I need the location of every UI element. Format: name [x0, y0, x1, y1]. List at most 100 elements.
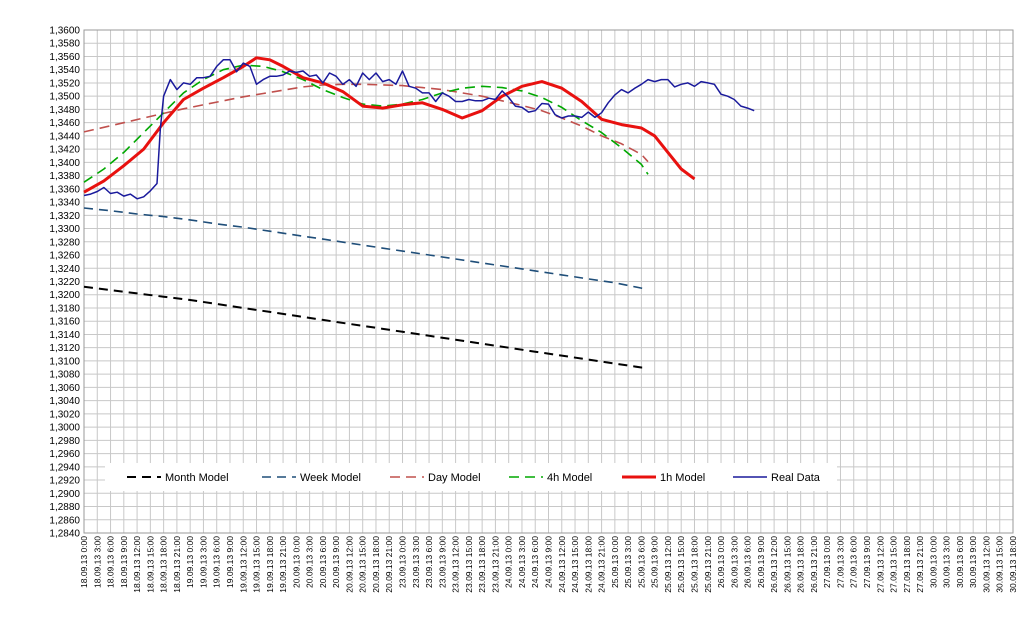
x-tick-label: 23.09.13 18:00	[477, 536, 487, 593]
y-tick-label: 1,3120	[49, 343, 80, 354]
y-tick-label: 1,3520	[49, 78, 80, 89]
x-tick-label: 30.09.13 12:00	[981, 536, 991, 593]
y-tick-label: 1,3220	[49, 277, 80, 288]
y-tick-label: 1,3580	[49, 39, 80, 50]
x-tick-label: 18.09.13 6:00	[106, 536, 116, 588]
x-tick-label: 30.09.13 18:00	[1008, 536, 1018, 593]
y-tick-label: 1,3060	[49, 383, 80, 394]
x-tick-label: 20.09.13 9:00	[331, 536, 341, 588]
y-tick-label: 1,3260	[49, 251, 80, 262]
x-tick-label: 19.09.13 3:00	[198, 536, 208, 588]
y-tick-label: 1,3560	[49, 52, 80, 63]
x-tick-label: 23.09.13 15:00	[464, 536, 474, 593]
x-tick-label: 18.09.13 18:00	[159, 536, 169, 593]
x-tick-label: 18.09.13 9:00	[119, 536, 129, 588]
y-tick-label: 1,2860	[49, 515, 80, 526]
y-tick-label: 1,2960	[49, 449, 80, 460]
x-tick-label: 27.09.13 15:00	[889, 536, 899, 593]
x-tick-label: 19.09.13 15:00	[252, 536, 262, 593]
legend-label: 1h Model	[660, 472, 705, 484]
x-tick-label: 30.09.13 0:00	[928, 536, 938, 588]
x-tick-label: 30.09.13 6:00	[955, 536, 965, 588]
x-tick-label: 26.09.13 18:00	[796, 536, 806, 593]
y-tick-label: 1,2840	[49, 529, 80, 540]
x-tick-label: 25.09.13 0:00	[610, 536, 620, 588]
x-tick-label: 19.09.13 6:00	[212, 536, 222, 588]
y-tick-label: 1,2900	[49, 489, 80, 500]
y-tick-label: 1,3240	[49, 264, 80, 275]
series-day-model	[83, 83, 649, 163]
x-tick-label: 26.09.13 3:00	[729, 536, 739, 588]
x-tick-label: 18.09.13 21:00	[172, 536, 182, 593]
y-tick-label: 1,3000	[49, 423, 80, 434]
x-tick-label: 18.09.13 0:00	[79, 536, 89, 588]
x-tick-label: 19.09.13 12:00	[238, 536, 248, 593]
x-tick-label: 27.09.13 3:00	[835, 536, 845, 588]
x-tick-label: 30.09.13 15:00	[995, 536, 1005, 593]
x-tick-label: 19.09.13 9:00	[225, 536, 235, 588]
x-tick-label: 23.09.13 9:00	[437, 536, 447, 588]
y-tick-label: 1,3440	[49, 131, 80, 142]
x-tick-label: 23.09.13 21:00	[490, 536, 500, 593]
y-tick-label: 1,3340	[49, 198, 80, 209]
x-tick-label: 20.09.13 0:00	[291, 536, 301, 588]
plot-area-border	[83, 29, 1014, 534]
legend-box	[105, 463, 837, 491]
series-layer	[83, 56, 755, 369]
y-tick-label: 1,3300	[49, 224, 80, 235]
x-tick-label: 30.09.13 9:00	[968, 536, 978, 588]
x-tick-label: 26.09.13 21:00	[809, 536, 819, 593]
legend: Month Model Week Model Day Model 4h Model 1h…	[105, 463, 837, 491]
x-tick-label: 18.09.13 12:00	[132, 536, 142, 593]
x-tick-label: 19.09.13 21:00	[278, 536, 288, 593]
y-tick-label: 1,3460	[49, 118, 80, 129]
y-tick-label: 1,2980	[49, 436, 80, 447]
legend-label: Week Model	[300, 472, 361, 484]
y-tick-label: 1,3600	[49, 26, 80, 37]
x-tick-label: 20.09.13 6:00	[318, 536, 328, 588]
y-tick-label: 1,2880	[49, 502, 80, 513]
series-1h-model	[83, 56, 696, 194]
x-tick-label: 18.09.13 3:00	[92, 536, 102, 588]
x-tick-label: 24.09.13 12:00	[557, 536, 567, 593]
x-tick-label: 25.09.13 9:00	[650, 536, 660, 588]
x-tick-label: 24.09.13 18:00	[583, 536, 593, 593]
horizontal-gridlines	[83, 29, 1014, 534]
y-tick-label: 1,3040	[49, 396, 80, 407]
x-tick-label: 23.09.13 3:00	[411, 536, 421, 588]
y-tick-label: 1,3360	[49, 184, 80, 195]
x-tick-label: 27.09.13 18:00	[902, 536, 912, 593]
y-tick-label: 1,3280	[49, 237, 80, 248]
x-tick-label: 27.09.13 0:00	[822, 536, 832, 588]
y-tick-label: 1,3400	[49, 158, 80, 169]
y-tick-label: 1,3420	[49, 145, 80, 156]
x-tick-label: 26.09.13 6:00	[743, 536, 753, 588]
x-tick-label: 25.09.13 12:00	[663, 536, 673, 593]
x-tick-label: 26.09.13 15:00	[782, 536, 792, 593]
y-tick-label: 1,3500	[49, 92, 80, 103]
x-tick-label: 27.09.13 21:00	[915, 536, 925, 593]
x-tick-label: 27.09.13 9:00	[862, 536, 872, 588]
legend-label: Real Data	[771, 472, 821, 484]
y-tick-label: 1,3100	[49, 356, 80, 367]
x-tick-label: 20.09.13 15:00	[358, 536, 368, 593]
x-tick-label: 25.09.13 15:00	[676, 536, 686, 593]
x-tick-label: 24.09.13 21:00	[597, 536, 607, 593]
x-tick-label: 24.09.13 0:00	[504, 536, 514, 588]
y-tick-label: 1,3020	[49, 409, 80, 420]
x-tick-label: 19.09.13 0:00	[185, 536, 195, 588]
x-tick-label: 23.09.13 0:00	[398, 536, 408, 588]
x-tick-label: 27.09.13 6:00	[849, 536, 859, 588]
x-tick-label: 24.09.13 15:00	[570, 536, 580, 593]
x-tick-label: 19.09.13 18:00	[265, 536, 275, 593]
series-month-model	[83, 285, 648, 369]
y-tick-label: 1,2920	[49, 476, 80, 487]
y-tick-label: 1,3320	[49, 211, 80, 222]
x-tick-label: 26.09.13 9:00	[756, 536, 766, 588]
series-week-model	[83, 207, 649, 291]
x-tick-label: 27.09.13 12:00	[875, 536, 885, 593]
y-tick-label: 1,3380	[49, 171, 80, 182]
x-tick-label: 26.09.13 0:00	[716, 536, 726, 588]
